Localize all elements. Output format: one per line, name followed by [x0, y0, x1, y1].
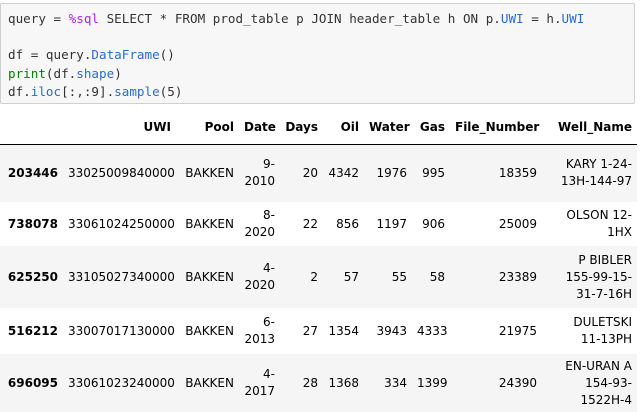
code-line-3: df = query.DataFrame() [8, 47, 175, 63]
cell-file-number: 25009 [498, 216, 537, 231]
cell-well-name: P BIBLER 155-99-15- 31-7-16H [565, 252, 632, 301]
cell-pool: BAKKEN [185, 375, 234, 390]
column-header-date: Date [239, 111, 280, 145]
cell-well-name: EN-URAN A 154-93- 1522H-4 [565, 358, 632, 407]
table-row: 696095 33061023240000 BAKKEN 4- 2017 28 1… [0, 354, 637, 412]
row-index: 203446 [7, 165, 58, 180]
cell-well-name: DULETSKI 11-13PH [573, 315, 632, 346]
row-index: 625250 [7, 269, 58, 284]
cell-water: 1197 [376, 216, 407, 231]
column-header-gas: Gas [412, 111, 450, 145]
cell-gas: 58 [429, 269, 445, 284]
cell-pool: BAKKEN [185, 216, 234, 231]
cell-date: 6- 2013 [244, 315, 275, 346]
cell-gas: 995 [422, 165, 445, 180]
table-row: 516212 33007017130000 BAKKEN 6- 2013 27 1… [0, 308, 637, 354]
cell-oil: 57 [343, 269, 359, 284]
table-row: 625250 33105027340000 BAKKEN 4- 2020 2 57… [0, 246, 637, 308]
cell-uwi: 33061023240000 [68, 375, 175, 390]
cell-date: 4- 2020 [244, 261, 275, 292]
cell-days: 22 [302, 216, 318, 231]
cell-water: 1976 [376, 165, 407, 180]
dataframe-table: UWI Pool Date Days Oil Water Gas File_Nu… [0, 111, 637, 412]
code-line-5: df.iloc[:,:9].sample(5) [8, 83, 183, 99]
cell-file-number: 21975 [498, 323, 537, 338]
code-cell-input[interactable]: query = %sql SELECT * FROM prod_table p … [0, 3, 635, 104]
column-header-pool: Pool [176, 111, 239, 145]
cell-water: 55 [391, 269, 407, 284]
cell-days: 27 [302, 323, 318, 338]
row-index: 516212 [7, 323, 58, 338]
code-line-4: print(df.shape) [8, 65, 122, 81]
cell-oil: 1354 [328, 323, 359, 338]
dataframe-output: UWI Pool Date Days Oil Water Gas File_Nu… [0, 111, 637, 412]
column-header-days: Days [280, 111, 323, 145]
cell-days: 20 [302, 165, 318, 180]
cell-gas: 4333 [417, 323, 448, 338]
cell-oil: 1368 [328, 375, 359, 390]
cell-water: 3943 [376, 323, 407, 338]
cell-date: 8- 2020 [244, 208, 275, 239]
column-header-uwi: UWI [63, 111, 176, 145]
cell-gas: 1399 [417, 375, 448, 390]
cell-oil: 4342 [328, 165, 359, 180]
cell-pool: BAKKEN [185, 165, 234, 180]
cell-pool: BAKKEN [185, 323, 234, 338]
code-line-1: query = %sql SELECT * FROM prod_table p … [8, 11, 585, 26]
column-header-file-number: File_Number [450, 111, 542, 145]
cell-file-number: 24390 [498, 375, 537, 390]
cell-well-name: KARY 1-24- 13H-144-97 [560, 157, 632, 189]
code-line-blank [8, 28, 634, 46]
column-header-well-name: Well_Name [542, 111, 637, 145]
cell-uwi: 33061024250000 [68, 216, 175, 231]
cell-file-number: 18359 [498, 165, 537, 180]
row-index: 696095 [7, 375, 58, 390]
cell-date: 4- 2017 [244, 367, 275, 398]
index-header [0, 111, 63, 145]
cell-uwi: 33105027340000 [68, 269, 175, 284]
table-row: 738078 33061024250000 BAKKEN 8- 2020 22 8… [0, 202, 637, 246]
table-row: 203446 33025009840000 BAKKEN 9- 2010 20 4… [0, 144, 637, 202]
cell-pool: BAKKEN [185, 269, 234, 284]
cell-days: 2 [310, 269, 318, 284]
cell-file-number: 23389 [498, 269, 537, 284]
table-header-row: UWI Pool Date Days Oil Water Gas File_Nu… [0, 111, 637, 145]
cell-days: 28 [302, 375, 318, 390]
cell-uwi: 33025009840000 [68, 165, 175, 180]
cell-date: 9- 2010 [244, 157, 275, 189]
cell-well-name: OLSON 12- 1HX [566, 208, 632, 239]
cell-gas: 906 [422, 216, 445, 231]
column-header-oil: Oil [323, 111, 364, 145]
cell-uwi: 33007017130000 [68, 323, 175, 338]
cell-water: 334 [384, 375, 407, 390]
row-index: 738078 [7, 216, 58, 231]
cell-oil: 856 [336, 216, 359, 231]
column-header-water: Water [364, 111, 412, 145]
